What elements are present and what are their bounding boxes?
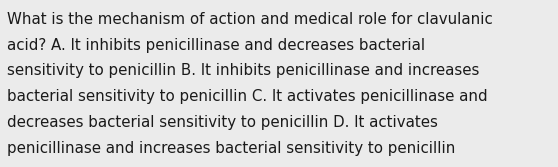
Text: sensitivity to penicillin B. It inhibits penicillinase and increases: sensitivity to penicillin B. It inhibits… — [7, 63, 480, 78]
Text: acid? A. It inhibits penicillinase and decreases bacterial: acid? A. It inhibits penicillinase and d… — [7, 38, 425, 53]
Text: decreases bacterial sensitivity to penicillin D. It activates: decreases bacterial sensitivity to penic… — [7, 115, 438, 130]
Text: What is the mechanism of action and medical role for clavulanic: What is the mechanism of action and medi… — [7, 12, 493, 27]
Text: bacterial sensitivity to penicillin C. It activates penicillinase and: bacterial sensitivity to penicillin C. I… — [7, 89, 488, 104]
Text: penicillinase and increases bacterial sensitivity to penicillin: penicillinase and increases bacterial se… — [7, 141, 456, 156]
